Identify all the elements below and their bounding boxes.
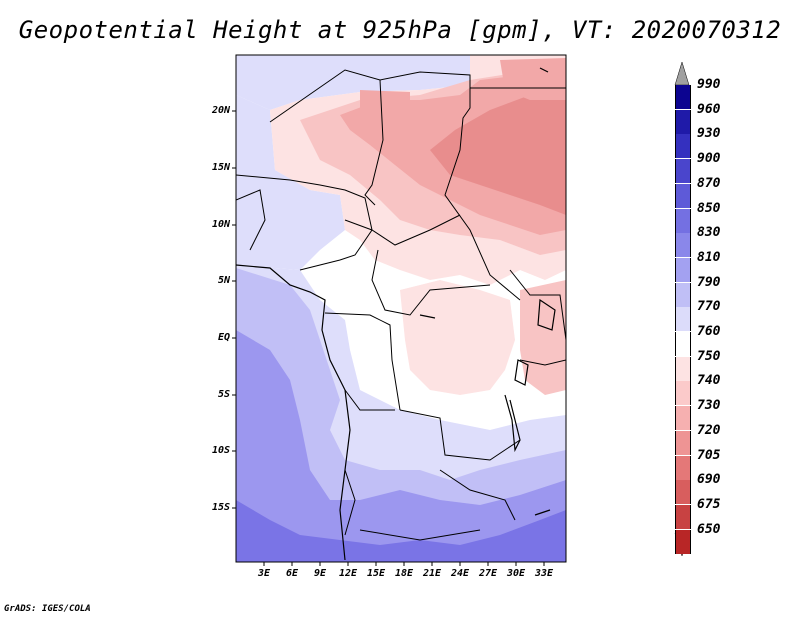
grads-credit: GrADS: IGES/COLA (4, 604, 91, 614)
legend-label: 740 (697, 373, 721, 389)
legend-label: 810 (697, 249, 721, 265)
lat-ticks (232, 110, 236, 509)
lon-label: 21E (422, 568, 442, 579)
legend-swatch (675, 257, 691, 282)
lat-label: 15N (211, 162, 230, 173)
legend-label: 960 (697, 101, 721, 117)
legend-swatch (675, 307, 691, 332)
lon-label: 30E (506, 568, 526, 579)
legend-swatch (675, 159, 691, 184)
lon-label: 27E (478, 568, 498, 579)
lat-label: 15S (211, 502, 230, 513)
east-africa-pink-region (520, 280, 566, 395)
east-red-region (430, 85, 566, 215)
legend-label: 870 (697, 175, 721, 191)
legend-swatch (675, 233, 691, 258)
legend-label: 760 (697, 324, 721, 339)
legend-swatch (675, 480, 691, 505)
legend-swatch (675, 134, 691, 159)
legend-label: 990 (697, 77, 721, 92)
legend-swatch (675, 282, 691, 307)
legend-label: 900 (697, 151, 721, 167)
legend-swatch (675, 208, 691, 233)
lon-label: 24E (450, 568, 470, 579)
legend-swatch (675, 381, 691, 406)
legend-top-arrow (674, 61, 690, 86)
legend-label: 690 (697, 472, 721, 488)
lat-label: 5N (217, 275, 230, 286)
lon-label: 18E (394, 568, 414, 579)
coastline (236, 67, 556, 561)
lon-label: 33E (534, 568, 554, 579)
lat-label: 5S (217, 389, 230, 400)
country-borders (236, 69, 566, 541)
contour-field (236, 55, 566, 562)
lat-label: 20N (211, 105, 230, 116)
legend-label: 720 (697, 422, 721, 438)
west-pink-patch (360, 90, 410, 140)
lat-label: 10S (211, 445, 230, 456)
legend-label: 750 (697, 348, 721, 364)
south-deep-blue-band (236, 500, 566, 562)
west-pale-blue-region (236, 95, 345, 270)
legend-swatch (675, 356, 691, 381)
lat-label: EQ (217, 332, 230, 343)
legend-swatch (675, 85, 691, 109)
congo-pale-pink-region (400, 280, 515, 395)
lon-label: 12E (338, 568, 358, 579)
legend-label: 850 (697, 200, 721, 216)
legend-swatch (675, 529, 691, 554)
legend-swatch (675, 504, 691, 529)
lon-ticks (263, 562, 545, 566)
legend-label: 770 (697, 299, 721, 315)
legend-label: 675 (697, 496, 721, 512)
chart-title: Geopotential Height at 925hPa [gpm], VT:… (18, 16, 782, 44)
legend-label: 790 (697, 274, 721, 290)
lon-label: 15E (366, 568, 386, 579)
legend-swatch (675, 430, 691, 455)
legend-swatch (675, 332, 691, 356)
lon-label: 3E (257, 568, 271, 579)
legend-swatch (675, 109, 691, 134)
legend-label: 930 (697, 126, 721, 142)
legend-label: 730 (697, 398, 721, 414)
legend-swatch (675, 406, 691, 431)
lat-label: 10N (211, 219, 230, 230)
map-frame (235, 54, 567, 563)
northeast-red-region (500, 58, 566, 100)
legend-label: 830 (697, 225, 721, 241)
south-mid-blue-band (236, 330, 566, 562)
north-pale-region (236, 55, 470, 110)
lon-label: 6E (285, 568, 299, 579)
legend-label: 705 (697, 447, 721, 463)
legend-swatch (675, 455, 691, 480)
legend-label: 650 (697, 521, 721, 537)
lon-label: 9E (313, 568, 327, 579)
legend-swatch (675, 183, 691, 208)
